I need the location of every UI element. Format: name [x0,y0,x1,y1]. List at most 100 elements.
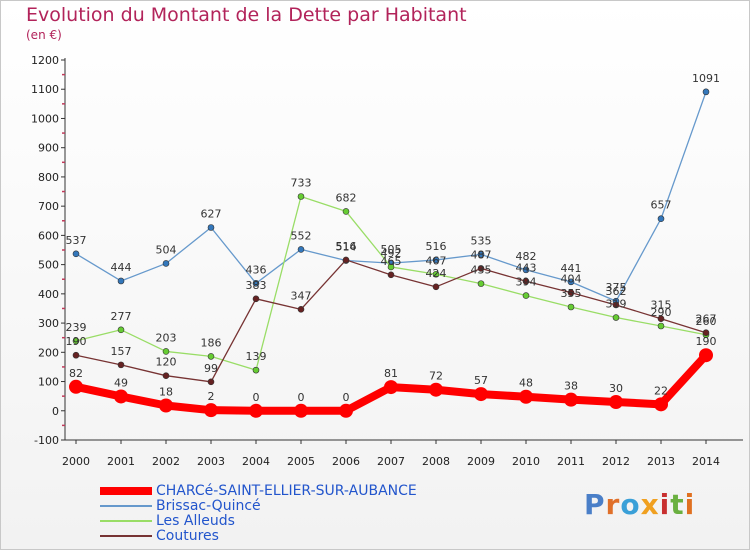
data-point [252,295,260,303]
data-point [657,315,665,322]
data-point [162,348,170,355]
y-tick-label: 500 [38,259,59,272]
legend-swatch [100,505,152,507]
data-point [297,306,305,313]
data-label: 441 [561,262,582,275]
legend-label: Coutures [156,528,219,544]
data-point [609,395,623,409]
legend-swatch [100,487,152,495]
y-tick-label: 1100 [31,83,59,96]
data-point [564,392,578,407]
data-point [387,263,395,271]
data-label: 239 [66,321,87,334]
data-label: 1091 [692,72,720,85]
data-point [522,277,530,285]
logo-letter: r [605,488,621,521]
data-label: 487 [471,248,492,261]
data-point [162,372,170,379]
data-label: 436 [246,263,267,276]
data-point [474,387,488,402]
data-point [612,301,620,309]
data-label: 186 [201,336,222,349]
data-label: 203 [156,331,177,344]
data-point [384,380,398,395]
data-point [252,366,260,374]
x-tick-label: 2000 [62,455,90,468]
x-tick-label: 2006 [332,455,360,468]
data-point [117,326,125,334]
data-label: 362 [606,285,627,298]
data-label: 190 [696,335,717,348]
data-label: 516 [336,240,357,253]
data-point [249,403,263,418]
data-label: 514 [336,241,357,254]
data-label: 99 [204,362,218,375]
data-label: 467 [426,254,447,267]
data-label: 383 [246,279,267,292]
proxiti-logo: Proxiti [584,488,695,521]
data-label: 319 [606,298,627,311]
data-point [567,289,575,296]
data-point [432,283,440,291]
data-point [159,398,173,413]
data-label: 190 [66,335,87,348]
data-point [339,403,353,418]
data-label: 535 [471,234,492,247]
data-label: 267 [696,313,717,326]
data-point [522,292,530,299]
x-tick-label: 2009 [467,455,495,468]
data-label: 465 [381,255,402,268]
data-point [294,403,308,418]
data-label: 38 [564,380,578,393]
logo-letter: t [670,488,685,521]
data-label: 404 [561,273,582,286]
y-tick-label: 900 [38,142,59,155]
logo-letter: i [684,488,696,521]
data-point [387,271,395,279]
data-point [654,397,668,412]
y-tick-label: 100 [38,376,59,389]
data-point [477,265,485,272]
data-label: 49 [114,376,128,389]
data-label: 375 [606,281,627,294]
logo-letter: i [659,488,671,521]
data-label: 82 [69,367,83,380]
data-point [72,337,80,345]
y-tick-label: 0 [52,405,59,418]
data-point [432,270,440,278]
x-tick-label: 2008 [422,455,450,468]
data-label: 355 [561,287,582,300]
y-tick-label: 1000 [31,112,59,125]
legend-swatch [100,520,152,522]
y-tick-label: 600 [38,229,59,242]
data-point [657,215,665,223]
data-label: 424 [426,267,447,280]
data-label: 157 [111,345,132,358]
data-label: 22 [654,384,668,397]
logo-letter: x [640,488,660,521]
data-point [429,382,443,397]
legend-label: Les Alleuds [156,513,235,529]
data-label: 120 [156,356,177,369]
y-tick-label: 200 [38,346,59,359]
data-point [522,266,530,274]
data-point [117,277,125,285]
data-point [297,246,305,253]
x-tick-label: 2014 [692,455,720,468]
data-label: 394 [516,276,537,289]
data-point [567,278,575,286]
data-label: 0 [343,391,350,404]
y-tick-label: 1200 [31,54,59,67]
data-point [114,389,128,404]
data-point [519,389,533,404]
data-label: 443 [516,261,537,274]
x-tick-label: 2005 [287,455,315,468]
y-tick-label: 300 [38,317,59,330]
data-point [207,378,215,386]
x-tick-label: 2001 [107,455,135,468]
data-label: 57 [474,374,488,387]
data-label: 492 [381,247,402,260]
data-label: 537 [66,234,87,247]
data-point [699,348,713,363]
